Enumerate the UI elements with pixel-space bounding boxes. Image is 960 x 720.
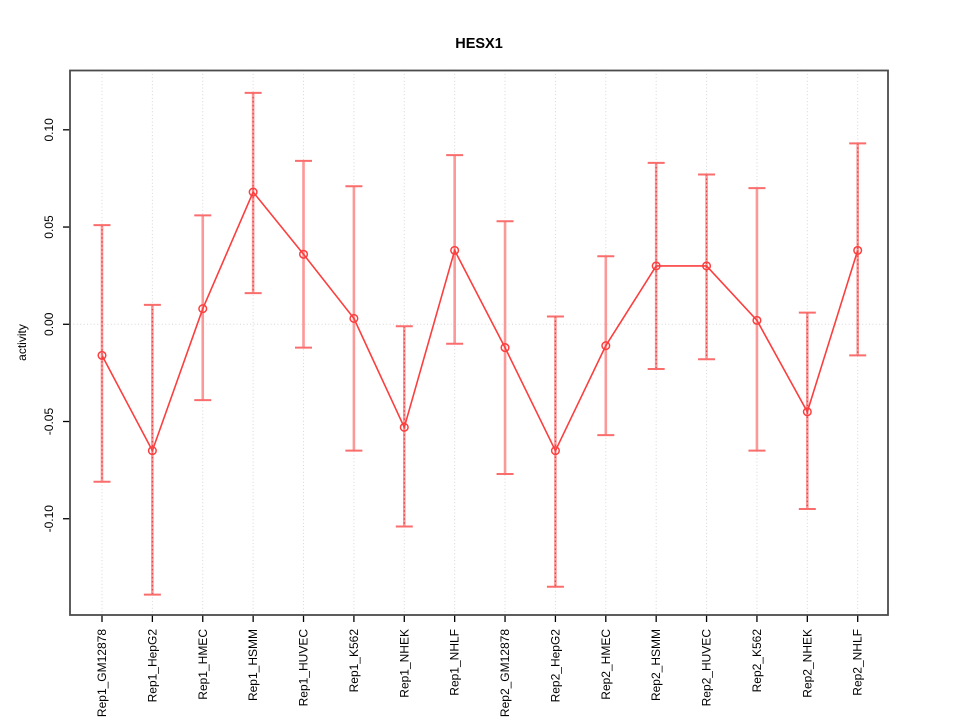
data-point <box>752 315 762 325</box>
x-tick-label: Rep1_HUVEC <box>297 629 311 707</box>
y-tick-label: 0.05 <box>42 215 56 239</box>
x-tick-label: Rep2_K562 <box>750 629 764 693</box>
plot-area: 0.10 0.05 0.00 -0.05 -0.10 Rep1_GM12878 Rep1_H… <box>42 69 889 717</box>
x-tick-label: Rep1_NHEK <box>397 629 411 698</box>
data-point <box>702 261 712 271</box>
x-tick-label: Rep1_HepG2 <box>145 629 159 703</box>
data-point <box>550 446 560 456</box>
data-point <box>349 313 359 323</box>
data-point <box>853 245 863 255</box>
x-tick-label: Rep2_NHLF <box>851 629 865 696</box>
data-point <box>97 350 107 360</box>
y-axis-label: activity <box>15 324 29 361</box>
data-point <box>450 245 460 255</box>
data-point <box>399 422 409 432</box>
y-tick-label: -0.10 <box>42 505 56 533</box>
x-tick-label: Rep2_HUVEC <box>700 629 714 707</box>
x-tick-label: Rep1_NHLF <box>448 629 462 696</box>
x-tick-label: Rep2_HMEC <box>599 629 613 700</box>
y-tick-label: 0.00 <box>42 312 56 336</box>
data-point <box>248 187 258 197</box>
data-point <box>298 249 309 259</box>
x-tick-label: Rep2_NHEK <box>800 629 814 698</box>
data-point <box>198 304 208 314</box>
data-point <box>147 446 157 456</box>
y-tick-label: 0.10 <box>42 118 56 142</box>
x-tick-label: Rep2_HepG2 <box>548 629 562 703</box>
data-point <box>500 343 510 353</box>
x-tick-label: Rep1_HSMM <box>246 629 260 701</box>
x-tick-label: Rep2_HSMM <box>649 629 663 701</box>
data-point <box>651 261 661 271</box>
y-tick-label: -0.05 <box>42 408 56 436</box>
x-tick-label: Rep1_HMEC <box>196 629 210 700</box>
chart-title: HESX1 <box>455 36 503 52</box>
x-tick-label: Rep1_K562 <box>347 629 361 693</box>
data-line <box>101 190 859 453</box>
data-point <box>601 341 611 351</box>
x-tick-label: Rep2_GM12878 <box>498 629 512 717</box>
x-tick-label: Rep1_GM12878 <box>95 629 109 717</box>
plot-border <box>69 69 889 616</box>
data-point <box>802 407 812 417</box>
